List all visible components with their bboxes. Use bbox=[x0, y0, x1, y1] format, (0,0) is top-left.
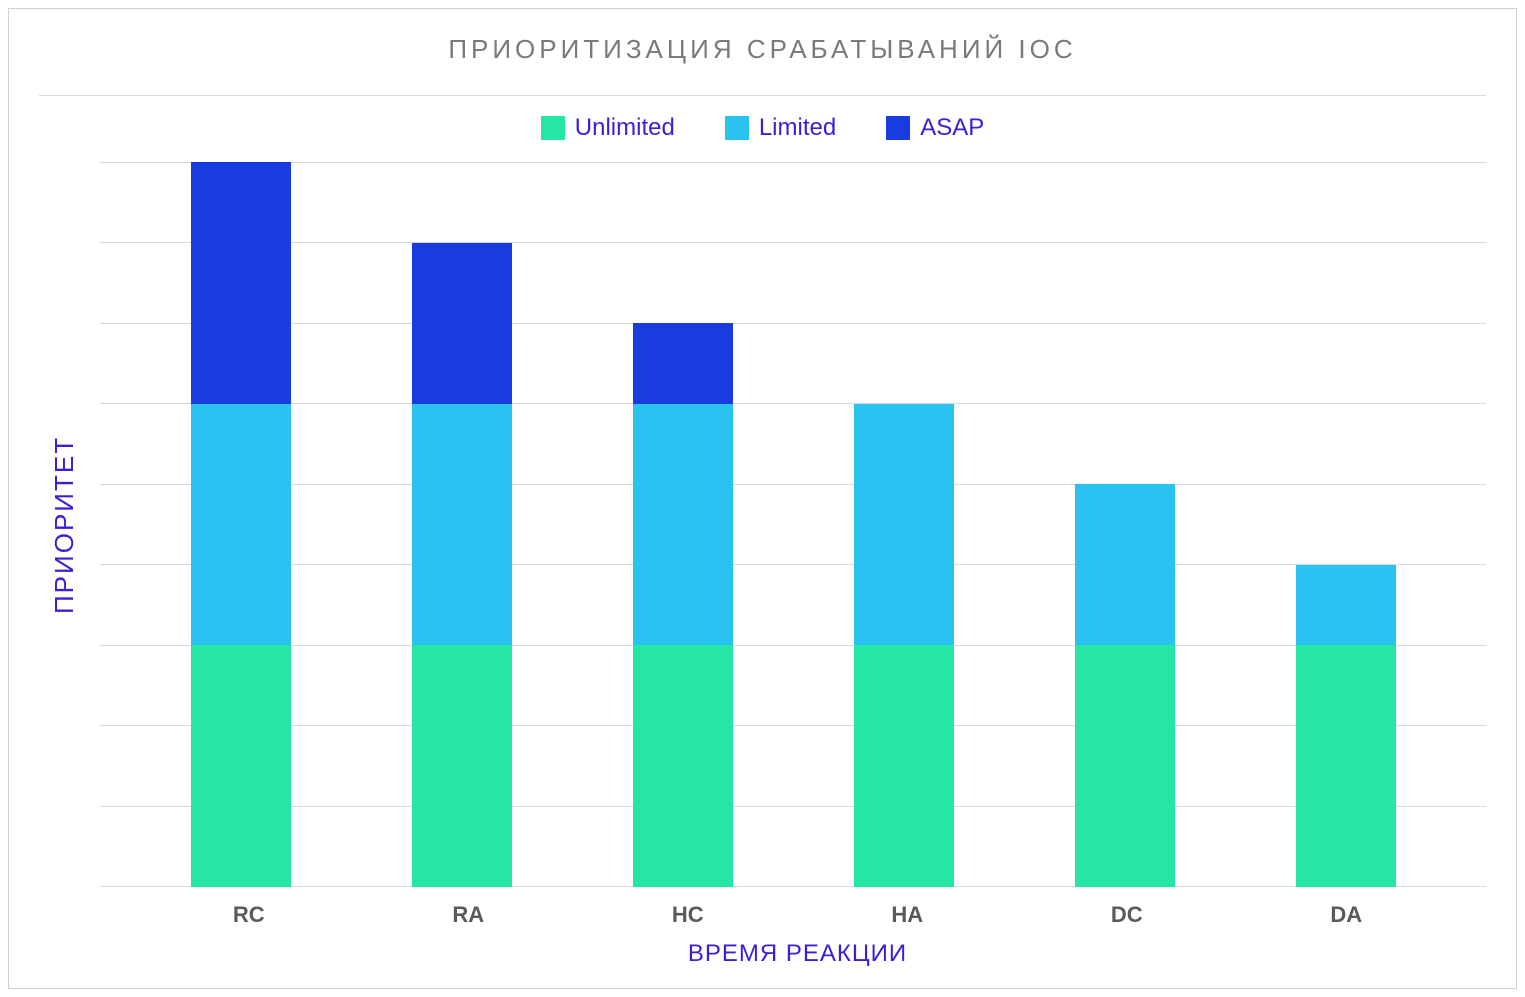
legend-label: ASAP bbox=[920, 114, 984, 142]
plot-wrapper: ПРИОРИТЕТ bbox=[39, 162, 1486, 887]
bar-segment-unlimited bbox=[412, 645, 512, 887]
bar-group-hc bbox=[633, 162, 733, 887]
legend-item-asap: ASAP bbox=[886, 114, 984, 142]
bar-segment-asap bbox=[412, 243, 512, 404]
x-axis-label: ВРЕМЯ РЕАКЦИИ bbox=[109, 940, 1486, 968]
x-tick: RC bbox=[199, 902, 299, 928]
bar-segment-asap bbox=[633, 323, 733, 404]
bar-segment-unlimited bbox=[1075, 645, 1175, 887]
legend: Unlimited Limited ASAP bbox=[39, 114, 1486, 142]
chart-body: Unlimited Limited ASAP ПРИОРИТЕТ RC RA HC HA D… bbox=[39, 95, 1486, 968]
bar-segment-limited bbox=[1075, 484, 1175, 645]
legend-swatch bbox=[725, 116, 749, 140]
y-axis-label: ПРИОРИТЕТ bbox=[39, 162, 90, 887]
legend-item-limited: Limited bbox=[725, 114, 836, 142]
legend-swatch bbox=[886, 116, 910, 140]
bar-segment-limited bbox=[412, 404, 512, 646]
legend-label: Unlimited bbox=[575, 114, 675, 142]
bar-segment-limited bbox=[633, 404, 733, 646]
x-tick: RA bbox=[418, 902, 518, 928]
bar-group-rc bbox=[191, 162, 291, 887]
bar-segment-unlimited bbox=[633, 645, 733, 887]
bar-group-ha bbox=[854, 162, 954, 887]
x-tick: HA bbox=[857, 902, 957, 928]
bar-segment-limited bbox=[854, 404, 954, 646]
x-tick: HC bbox=[638, 902, 738, 928]
bar-group-dc bbox=[1075, 162, 1175, 887]
bar-segment-asap bbox=[191, 162, 291, 404]
legend-item-unlimited: Unlimited bbox=[541, 114, 675, 142]
plot-area bbox=[100, 162, 1486, 887]
bars bbox=[100, 162, 1486, 887]
bar-segment-unlimited bbox=[1296, 645, 1396, 887]
chart-title: ПРИОРИТИЗАЦИЯ СРАБАТЫВАНИЙ IOC bbox=[39, 34, 1486, 65]
bar-group-da bbox=[1296, 162, 1396, 887]
bar-segment-unlimited bbox=[191, 645, 291, 887]
legend-swatch bbox=[541, 116, 565, 140]
legend-label: Limited bbox=[759, 114, 836, 142]
chart-container: ПРИОРИТИЗАЦИЯ СРАБАТЫВАНИЙ IOC Unlimited… bbox=[8, 8, 1517, 989]
x-tick: DC bbox=[1077, 902, 1177, 928]
bar-group-ra bbox=[412, 162, 512, 887]
bar-segment-unlimited bbox=[854, 645, 954, 887]
x-axis: RC RA HC HA DC DA bbox=[109, 902, 1486, 928]
x-tick: DA bbox=[1296, 902, 1396, 928]
bar-segment-limited bbox=[191, 404, 291, 646]
bar-segment-limited bbox=[1296, 565, 1396, 646]
